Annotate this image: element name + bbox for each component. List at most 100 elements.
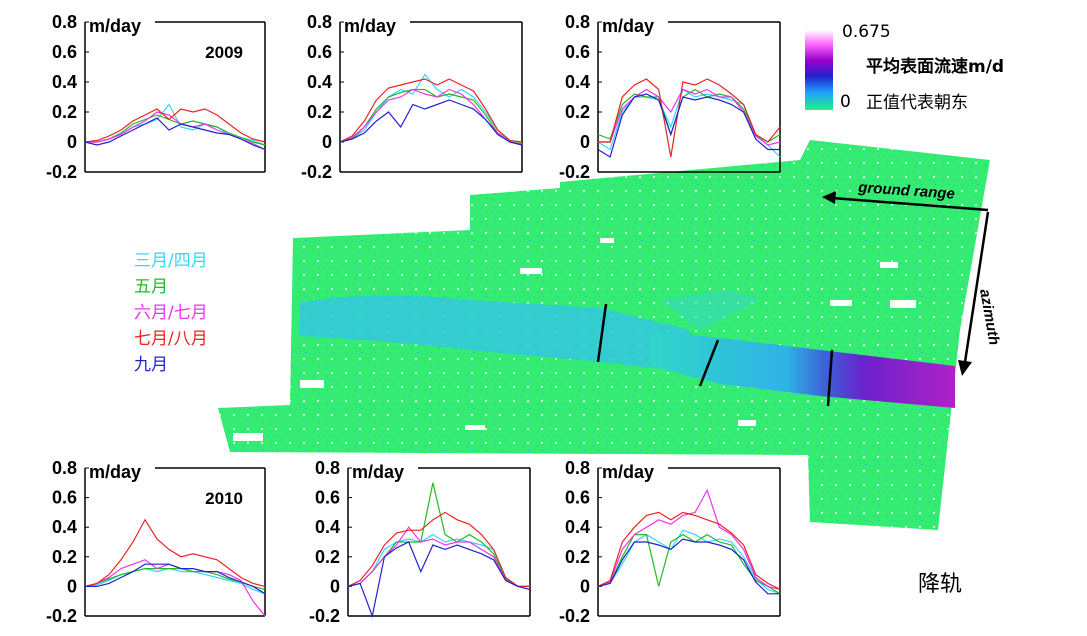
series-line: [85, 563, 266, 595]
legend-item: 三月/四月: [134, 251, 208, 271]
ground-range-arrow: [822, 191, 989, 212]
series-line: [597, 88, 781, 143]
y-tick-label: 0.2: [52, 547, 77, 567]
y-tick-label: 0.4: [52, 517, 77, 537]
y-tick-label: -0.2: [559, 606, 590, 626]
azimuth-arrow: [958, 211, 990, 376]
azimuth-label: azimuth: [976, 288, 1003, 347]
y-tick-label: 0: [322, 132, 332, 152]
series-line: [597, 511, 781, 590]
series-line: [597, 88, 781, 158]
glacier-upper: [300, 295, 690, 372]
y-tick-label: 0: [330, 576, 340, 596]
y-tick-label: 0: [67, 576, 77, 596]
y-tick-label: -0.2: [301, 162, 332, 182]
series-line: [597, 93, 780, 158]
unit-label: m/day: [602, 462, 654, 482]
series-line: [84, 117, 266, 151]
series-line: [84, 518, 266, 587]
series-line: [84, 567, 266, 595]
y-tick-label: 0.8: [565, 458, 590, 478]
y-tick-label: 0.8: [315, 458, 340, 478]
unit-label: m/day: [352, 462, 404, 482]
series-line: [597, 533, 781, 595]
glacier-lower: [650, 330, 955, 408]
y-tick-label: 0: [67, 132, 77, 152]
profile-chart: 0.8 0.6 0.4 0.2 0 -0.2 m/day: [559, 458, 781, 626]
colorbar-title: 平均表面流速m/d: [866, 57, 1005, 77]
series-line: [339, 73, 523, 146]
series-line: [598, 88, 781, 146]
map-voids: [233, 238, 916, 441]
y-tick-label: -0.2: [46, 162, 77, 182]
y-tick-label: 0.2: [565, 102, 590, 122]
y-tick-label: -0.2: [559, 162, 590, 182]
unit-label: m/day: [344, 16, 396, 36]
y-tick-label: 0.8: [307, 12, 332, 32]
y-tick-label: -0.2: [46, 606, 77, 626]
y-tick-label: 0.4: [315, 517, 340, 537]
series-line: [85, 114, 266, 146]
y-tick-label: 0.8: [52, 12, 77, 32]
glacier-tributary: [660, 290, 760, 330]
y-tick-label: 0.6: [52, 488, 77, 508]
profile-chart: 0.8 0.6 0.4 0.2 0 -0.2 m/day: [309, 458, 531, 626]
y-tick-label: 0: [580, 132, 590, 152]
colorbar-max-label: 0.675: [842, 22, 891, 42]
series-line: [339, 78, 523, 143]
y-tick-label: 0.6: [565, 488, 590, 508]
series-line: [84, 567, 266, 590]
profile-chart: 0.8 0.6 0.4 0.2 0 -0.2 m/day: [559, 12, 781, 182]
profile-chart: 0.8 0.6 0.4 0.2 0 -0.2 m/day 2010: [46, 458, 266, 626]
legend-item: 七月/八月: [134, 329, 208, 349]
profile-line-3: [826, 349, 834, 407]
series-line: [339, 99, 523, 146]
y-tick-label: 0.4: [52, 72, 77, 92]
series-line: [347, 526, 530, 588]
legend-item: 九月: [134, 355, 168, 375]
y-tick-label: 0.6: [565, 42, 590, 62]
colorbar-note: 正值代表朝东: [866, 93, 968, 113]
y-tick-label: 0.2: [307, 102, 332, 122]
series-line: [339, 88, 523, 145]
y-tick-label: 0.6: [52, 42, 77, 62]
ground-range-label: ground range: [857, 179, 956, 203]
series-line: [347, 541, 531, 619]
series-line: [597, 538, 780, 595]
series-line: [347, 533, 531, 590]
profile-chart: 0.8 0.6 0.4 0.2 0 -0.2 m/day: [301, 12, 523, 182]
track-label: 降轨: [918, 572, 963, 597]
colorbar: [805, 30, 833, 110]
series-line: [598, 78, 781, 158]
series-line: [347, 511, 530, 588]
y-tick-label: 0.6: [307, 42, 332, 62]
legend-item: 五月: [134, 277, 168, 297]
y-tick-label: 0.8: [565, 12, 590, 32]
series-line: [84, 108, 266, 143]
y-tick-label: 0.4: [565, 517, 590, 537]
y-tick-label: 0: [580, 576, 590, 596]
y-tick-label: 0.8: [52, 458, 77, 478]
colorbar-min-label: 0: [840, 92, 851, 112]
series-line: [339, 88, 523, 146]
velocity-map: ground range azimuth: [218, 140, 1003, 530]
y-tick-label: 0.2: [315, 547, 340, 567]
y-tick-label: 0.2: [565, 547, 590, 567]
profile-charts: 0.8 0.6 0.4 0.2 0 -0.2 m/day 2009 0.8 0.6 0.4 0.2 0 -…: [46, 12, 781, 626]
y-tick-label: -0.2: [309, 606, 340, 626]
year-label: 2010: [205, 489, 243, 508]
profile-line-2: [698, 339, 720, 387]
y-tick-label: 0.4: [307, 72, 332, 92]
y-tick-label: 0.2: [52, 102, 77, 122]
year-label: 2009: [205, 43, 243, 62]
y-tick-label: 0.4: [565, 72, 590, 92]
series-line: [85, 103, 266, 146]
profile-lines: [596, 303, 834, 407]
series-line: [597, 529, 781, 595]
profile-chart: 0.8 0.6 0.4 0.2 0 -0.2 m/day 2009: [46, 12, 266, 182]
unit-label: m/day: [89, 16, 141, 36]
y-tick-label: 0.6: [315, 488, 340, 508]
unit-label: m/day: [602, 16, 654, 36]
unit-label: m/day: [89, 462, 141, 482]
profile-line-1: [596, 303, 608, 363]
